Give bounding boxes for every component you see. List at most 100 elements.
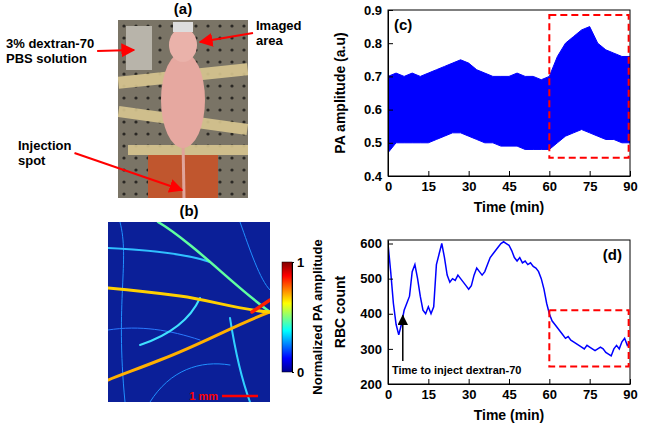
- y-tick-mark: [388, 349, 393, 350]
- x-tick-mark: [549, 379, 550, 384]
- x-tick-label: 15: [422, 179, 436, 194]
- y-tick: 0.6: [364, 102, 393, 117]
- y-tick-mark: [388, 314, 393, 315]
- x-tick: 60: [543, 379, 557, 402]
- y-axis-line: [388, 241, 389, 385]
- y-tick: 400: [360, 306, 393, 321]
- y-tick: 300: [360, 342, 393, 357]
- y-tick-label: 0.7: [364, 69, 382, 84]
- annotation-arrow: [200, 33, 253, 42]
- y-axis: 200 300 400 500 600: [360, 236, 393, 391]
- y-tick: 500: [360, 271, 393, 286]
- y-tick-label: 500: [360, 271, 382, 286]
- panel-label: (c): [394, 16, 412, 33]
- scale-bar: [222, 395, 258, 398]
- x-tick: 45: [502, 379, 516, 402]
- panel-plot: 0 15 30 45 60 75 90 200 300 400 500 600 Time (min) RB…: [332, 236, 638, 423]
- y-tick-label: 400: [360, 306, 382, 321]
- y-tick-label: 0.9: [364, 3, 382, 18]
- highlight-box: [549, 310, 628, 366]
- y-tick-mark: [388, 143, 393, 144]
- x-tick: 45: [502, 171, 516, 194]
- x-axis-line: [389, 384, 631, 385]
- highlight-box: [549, 15, 628, 158]
- colorbar-axis-line: [292, 263, 293, 373]
- y-tick-label: 200: [360, 377, 382, 392]
- colorbar-tick-mark: [292, 262, 294, 263]
- y-tick-label: 0.6: [364, 102, 382, 117]
- x-tick: 90: [623, 379, 637, 402]
- figure: (a)Imagedarea3% dextran-70PBS solutionIn…: [0, 0, 647, 439]
- x-tick-label: 15: [422, 387, 436, 402]
- pa-image: [108, 222, 270, 402]
- annotation-arrow: [75, 153, 182, 190]
- y-tick: 0.8: [364, 36, 393, 51]
- x-tick-label: 45: [502, 179, 516, 194]
- annotation: Imagedarea: [256, 18, 302, 48]
- x-axis-title: Time (min): [474, 407, 545, 423]
- y-tick-mark: [388, 110, 393, 111]
- x-tick-mark: [469, 379, 470, 384]
- plot-area: [388, 27, 630, 153]
- y-tick: 200: [360, 377, 393, 392]
- photo: [118, 20, 248, 198]
- y-tick-label: 600: [360, 236, 382, 251]
- x-tick-mark: [428, 171, 429, 176]
- y-tick-mark: [388, 76, 393, 77]
- x-tick: 75: [583, 379, 597, 402]
- colorbar-axis: 01: [292, 255, 304, 380]
- y-tick: 0.7: [364, 69, 393, 84]
- panel-photo: (a)Imagedarea3% dextran-70PBS solutionIn…: [6, 0, 302, 198]
- colorbar-tick-label: 0: [297, 365, 304, 380]
- plot-frame: [388, 240, 630, 384]
- x-tick-mark: [509, 379, 510, 384]
- x-tick-mark: [549, 171, 550, 176]
- colorbar-tick: 0: [292, 365, 304, 380]
- y-tick-mark: [388, 43, 393, 44]
- x-tick-mark: [630, 171, 631, 176]
- colorbar-tick-mark: [292, 372, 294, 373]
- x-tick-label: 60: [543, 387, 557, 402]
- y-tick-label: 0.8: [364, 36, 382, 51]
- signal-band: [388, 27, 630, 153]
- annotation: Injectionspot: [18, 138, 72, 168]
- y-tick: 0.4: [364, 169, 393, 184]
- panel-pa-image: (b)1 mm01Normalized PA amplitude: [108, 202, 325, 402]
- x-tick-mark: [469, 171, 470, 176]
- colorbar-tick: 1: [292, 255, 304, 270]
- colorbar-tick-label: 1: [297, 255, 304, 270]
- x-axis-line: [389, 176, 631, 177]
- x-tick-label: 60: [543, 179, 557, 194]
- x-tick-mark: [509, 171, 510, 176]
- x-tick: 90: [623, 171, 637, 194]
- y-tick-mark: [388, 176, 393, 177]
- x-axis: 0 15 30 45 60 75 90: [385, 171, 638, 194]
- y-tick: 0.5: [364, 135, 393, 150]
- x-tick: 60: [543, 171, 557, 194]
- x-tick-label: 45: [502, 387, 516, 402]
- y-tick-label: 0.4: [364, 169, 383, 184]
- annotation: Time to inject dextran-70: [392, 364, 521, 376]
- x-tick: 30: [462, 379, 476, 402]
- data-line: [388, 242, 630, 356]
- x-tick-mark: [630, 379, 631, 384]
- x-tick-label: 0: [385, 179, 392, 194]
- y-tick: 600: [360, 236, 393, 251]
- x-tick-label: 90: [623, 179, 637, 194]
- y-tick-label: 300: [360, 342, 382, 357]
- x-tick-label: 30: [462, 179, 476, 194]
- x-tick-label: 75: [583, 387, 597, 402]
- x-tick-mark: [428, 379, 429, 384]
- x-tick: 75: [583, 171, 597, 194]
- y-tick: 0.9: [364, 3, 393, 18]
- y-axis-title: RBC count: [332, 276, 348, 349]
- x-tick: 15: [422, 379, 436, 402]
- y-tick-mark: [388, 384, 393, 385]
- y-tick-label: 0.5: [364, 135, 382, 150]
- annotation: 3% dextran-70PBS solution: [6, 36, 94, 66]
- x-tick-label: 0: [385, 387, 392, 402]
- panel-plot: 01530456075900.40.50.60.70.80.9Time (min…: [332, 3, 638, 215]
- y-tick-mark: [388, 244, 393, 245]
- x-tick: 15: [422, 171, 436, 194]
- x-tick-mark: [590, 171, 591, 176]
